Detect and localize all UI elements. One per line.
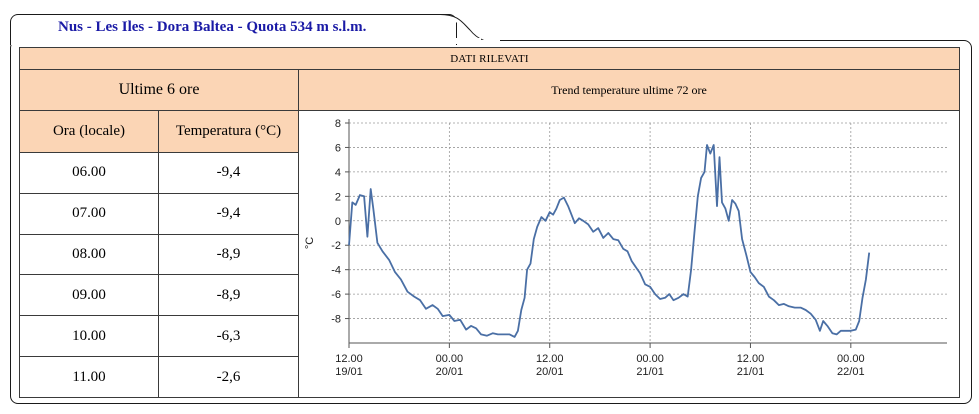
- temp-cell: -6,3: [158, 315, 299, 358]
- panel-title: DATI RILEVATI: [18, 47, 961, 70]
- temperature-chart: 86420-2-4-6-812.0019/0100.0020/0112.0020…: [304, 118, 947, 378]
- temperature-series-line: [348, 144, 871, 338]
- station-title: Nus - Les Iles - Dora Baltea - Quota 534…: [58, 19, 367, 35]
- x-tick-label: 20/01: [536, 366, 564, 378]
- y-tick-label: 0: [335, 216, 341, 228]
- temp-cell: -2,6: [158, 356, 299, 398]
- left-title: Ultime 6 ore: [19, 69, 299, 111]
- chart-title: Trend temperature ultime 72 ore: [297, 69, 961, 111]
- y-tick-label: -6: [331, 289, 341, 301]
- x-tick-label: 21/01: [737, 366, 765, 378]
- time-cell: 07.00: [19, 192, 159, 235]
- y-tick-label: -2: [331, 240, 341, 252]
- temp-cell: -9,4: [158, 192, 299, 235]
- column-header-time: Ora (locale): [19, 110, 159, 153]
- column-header-temp: Temperatura (°C): [158, 110, 299, 153]
- time-cell: 08.00: [19, 233, 159, 276]
- x-tick-label: 00.00: [837, 353, 865, 365]
- y-tick-label: 6: [335, 142, 341, 154]
- x-tick-label: 21/01: [636, 366, 664, 378]
- x-tick-label: 00.00: [436, 353, 464, 365]
- temp-cell: -8,9: [158, 274, 299, 317]
- time-cell: 11.00: [19, 356, 159, 398]
- time-cell: 06.00: [19, 151, 159, 194]
- table-row: 08.00 -8,9: [19, 233, 960, 276]
- x-tick-label: 20/01: [436, 366, 464, 378]
- y-tick-label: 8: [335, 118, 341, 130]
- data-panel: DATI RILEVATI Ultime 6 ore Trend tempera…: [18, 47, 961, 398]
- x-tick-label: 19/01: [335, 366, 363, 378]
- temp-cell: -8,9: [158, 233, 299, 276]
- x-tick-label: 12.00: [536, 353, 564, 365]
- table-row: 10.00 -6,3: [19, 315, 960, 358]
- tab-joint: [11, 38, 481, 42]
- x-tick-label: 00.00: [636, 353, 664, 365]
- table-row: 07.00 -9,4: [19, 192, 960, 235]
- y-tick-label: 2: [335, 191, 341, 203]
- time-cell: 09.00: [19, 274, 159, 317]
- table-row: 11.00 -2,6: [19, 356, 960, 398]
- y-tick-label: 4: [335, 167, 341, 179]
- temp-cell: -9,4: [158, 151, 299, 194]
- y-axis-label: °C: [304, 237, 316, 249]
- time-cell: 10.00: [19, 315, 159, 358]
- x-tick-label: 12.00: [737, 353, 765, 365]
- y-tick-label: -4: [331, 265, 341, 277]
- station-tab-curve: [440, 14, 500, 44]
- y-tick-label: -8: [331, 314, 341, 326]
- chart-cell: 8 6 4 2 0 -2 -4 -6 -8 12.00 19/01 00.00 20/01 12.00 20…: [297, 110, 961, 398]
- x-tick-label: 12.00: [335, 353, 363, 365]
- x-tick-label: 22/01: [837, 366, 865, 378]
